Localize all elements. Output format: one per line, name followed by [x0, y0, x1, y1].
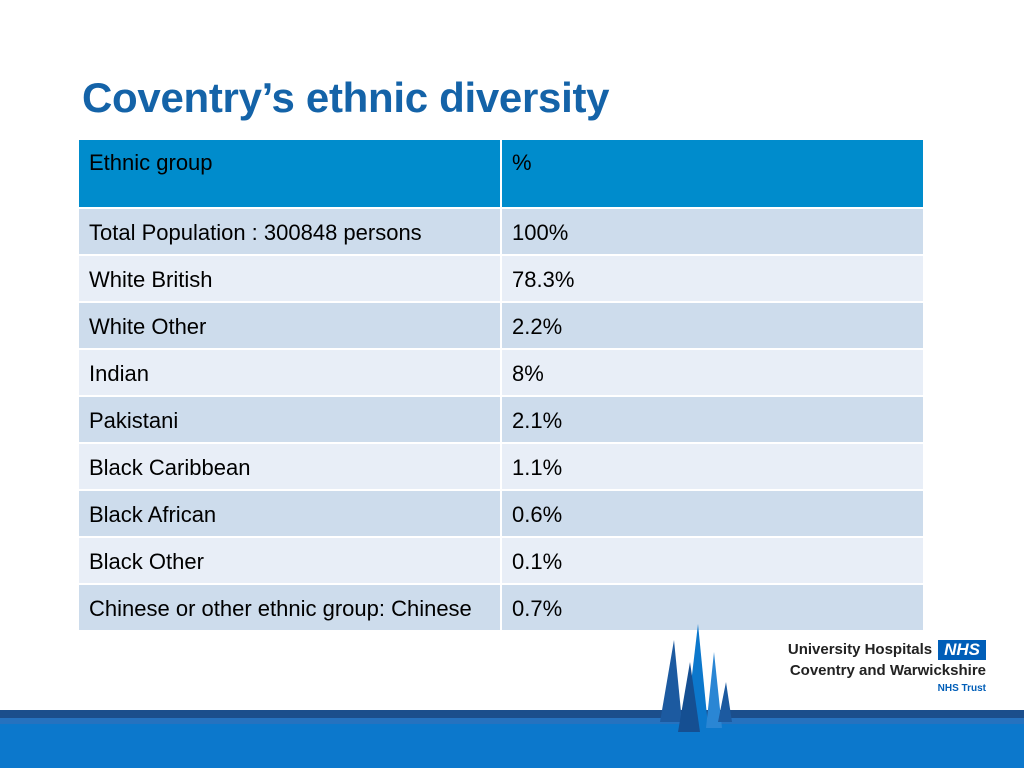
table-header-row: Ethnic group % [77, 138, 925, 209]
header-percent: % [500, 138, 925, 209]
percent-cell: 2.2% [500, 301, 925, 350]
group-cell: Black Caribbean [77, 442, 502, 491]
table-row: Black African 0.6% [77, 489, 925, 538]
table-row: Pakistani 2.1% [77, 395, 925, 444]
header-ethnic-group: Ethnic group [77, 138, 502, 209]
ethnic-diversity-table: Ethnic group % Total Population : 300848… [77, 138, 925, 632]
group-cell: Total Population : 300848 persons [77, 207, 502, 256]
table-row: Total Population : 300848 persons 100% [77, 207, 925, 256]
group-cell: Pakistani [77, 395, 502, 444]
percent-cell: 0.1% [500, 536, 925, 585]
nhs-trust-logo: University Hospitals NHS Coventry and War… [788, 640, 986, 694]
percent-cell: 0.7% [500, 583, 925, 632]
footer-stripe [0, 718, 1024, 724]
table-row: Indian 8% [77, 348, 925, 397]
group-cell: White Other [77, 301, 502, 350]
logo-line2: Coventry and Warwickshire [789, 662, 986, 679]
table-row: White British 78.3% [77, 254, 925, 303]
table-row: White Other 2.2% [77, 301, 925, 350]
group-cell: Black African [77, 489, 502, 538]
group-cell: Chinese or other ethnic group: Chinese [77, 583, 502, 632]
percent-cell: 2.1% [500, 395, 925, 444]
group-cell: Indian [77, 348, 502, 397]
footer-stripe [0, 724, 1024, 768]
percent-cell: 78.3% [500, 254, 925, 303]
logo-line3: NHS Trust [937, 683, 986, 694]
table-row: Black Other 0.1% [77, 536, 925, 585]
logo-line1: University Hospitals [787, 640, 933, 658]
percent-cell: 100% [500, 207, 925, 256]
table-row: Chinese or other ethnic group: Chinese 0… [77, 583, 925, 632]
group-cell: Black Other [77, 536, 502, 585]
percent-cell: 8% [500, 348, 925, 397]
percent-cell: 1.1% [500, 442, 925, 491]
nhs-badge: NHS [938, 640, 986, 660]
table-row: Black Caribbean 1.1% [77, 442, 925, 491]
group-cell: White British [77, 254, 502, 303]
slide-title: Coventry’s ethnic diversity [82, 74, 610, 121]
footer-band [0, 700, 1024, 768]
cathedral-spires-icon [660, 624, 732, 732]
footer-stripe [0, 710, 1024, 718]
percent-cell: 0.6% [500, 489, 925, 538]
